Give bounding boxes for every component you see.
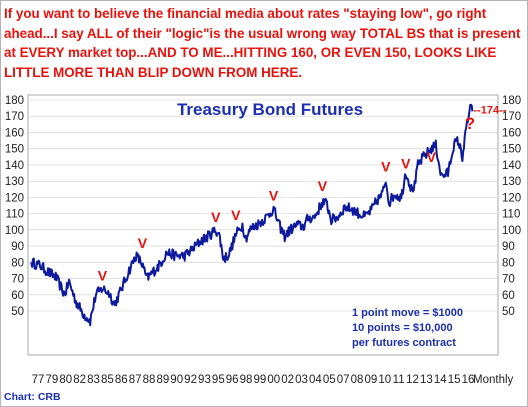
y-tick-right: 70: [502, 274, 515, 286]
x-tick: 88: [143, 374, 156, 386]
x-tick: 12: [406, 374, 419, 386]
y-tick-left: 80: [11, 257, 24, 269]
y-tick-left: 50: [11, 306, 24, 318]
x-tick: 14: [434, 374, 447, 386]
note-text: per futures contract: [352, 337, 456, 349]
x-tick: 82: [73, 374, 86, 386]
x-tick: 86: [115, 374, 128, 386]
x-tick: 99: [254, 374, 267, 386]
x-tick: 13: [420, 374, 433, 386]
x-tick: 95: [212, 374, 225, 386]
y-tick-right: 140: [502, 160, 521, 172]
y-tick-right: 90: [502, 241, 515, 253]
y-tick-left: 150: [5, 144, 24, 156]
y-tick-left: 70: [11, 274, 24, 286]
top-marker: V: [138, 235, 148, 251]
x-tick: 00: [267, 374, 280, 386]
top-marker: V: [427, 149, 437, 165]
x-tick: 79: [45, 374, 58, 386]
y-tick-left: 60: [11, 290, 24, 302]
y-tick-right: 110: [502, 209, 520, 221]
y-tick-left: 160: [5, 127, 24, 139]
x-tick: 93: [198, 374, 211, 386]
x-tick: 07: [337, 374, 350, 386]
y-tick-left: 130: [5, 176, 24, 188]
x-tick: 10: [378, 374, 391, 386]
y-tick-left: 110: [6, 209, 24, 221]
series-line: [30, 103, 474, 327]
y-tick-left: 170: [5, 111, 24, 123]
x-tick: 92: [184, 374, 197, 386]
y-axis-right: 50 60 70 80 90 100 110 120 130 140 150 160 170 180: [502, 95, 521, 318]
x-tick: 98: [240, 374, 253, 386]
x-tick: 80: [59, 374, 72, 386]
top-marker: V: [318, 178, 328, 194]
y-tick-right: 170: [502, 111, 521, 123]
x-tick: 15: [448, 374, 461, 386]
top-marker: V: [381, 159, 391, 175]
y-axis-left: 50 60 70 80 90 100 110 120 130 140 150 160 170 180: [5, 95, 24, 318]
y-tick-left: 100: [5, 225, 24, 237]
x-tick: 11: [393, 374, 405, 386]
y-tick-right: 130: [502, 176, 521, 188]
y-tick-right: 100: [502, 225, 521, 237]
level-label: --174--: [473, 105, 506, 117]
grid: [28, 99, 498, 312]
x-tick: 90: [170, 374, 183, 386]
top-marker: V: [269, 188, 279, 204]
y-tick-right: 120: [502, 192, 521, 204]
top-marker: V: [98, 267, 108, 283]
x-tick: 08: [351, 374, 364, 386]
y-tick-right: 180: [502, 95, 521, 107]
chart-source-label: Chart: CRB: [4, 391, 61, 403]
x-tick: 77: [32, 374, 45, 386]
plot-area: [27, 94, 499, 356]
y-tick-left: 140: [5, 160, 24, 172]
treasury-bond-chart: 50 60 70 80 90 100 110 120 130 140 150 160 170 180 50…: [5, 94, 521, 386]
y-tick-left: 90: [11, 241, 24, 253]
y-tick-right: 80: [502, 257, 515, 269]
x-tick: 02: [281, 374, 294, 386]
y-tick-right: 60: [502, 290, 515, 302]
y-tick-left: 180: [5, 95, 24, 107]
x-tick: 16: [462, 374, 475, 386]
x-tick: 09: [365, 374, 378, 386]
y-tick-right: 160: [502, 127, 521, 139]
x-tick: 85: [101, 374, 114, 386]
top-marker: V: [401, 155, 411, 171]
question-mark: ?: [465, 114, 475, 133]
x-axis: 77 79 80 82 83 85 86 87 88 89 90 92 93 95 96 98 99 00 02 03…: [32, 374, 514, 386]
note-text: 10 points = $10,000: [352, 322, 453, 334]
headline-text: If you want to believe the financial med…: [4, 6, 521, 80]
x-tick: 03: [295, 374, 308, 386]
top-marker: V: [211, 209, 221, 225]
x-tick: 83: [87, 374, 100, 386]
x-tick: 87: [129, 374, 142, 386]
y-tick-left: 120: [5, 192, 24, 204]
note-text: 1 point move = $1000: [352, 307, 463, 319]
x-tick: 05: [323, 374, 336, 386]
top-marker: V: [231, 207, 241, 223]
y-tick-right: 150: [502, 144, 521, 156]
x-axis-suffix: Monthly: [473, 374, 514, 386]
chart-title: Treasury Bond Futures: [177, 100, 363, 119]
x-tick: 04: [309, 374, 322, 386]
x-tick: 89: [156, 374, 169, 386]
y-tick-right: 50: [502, 306, 515, 318]
x-tick: 96: [226, 374, 239, 386]
